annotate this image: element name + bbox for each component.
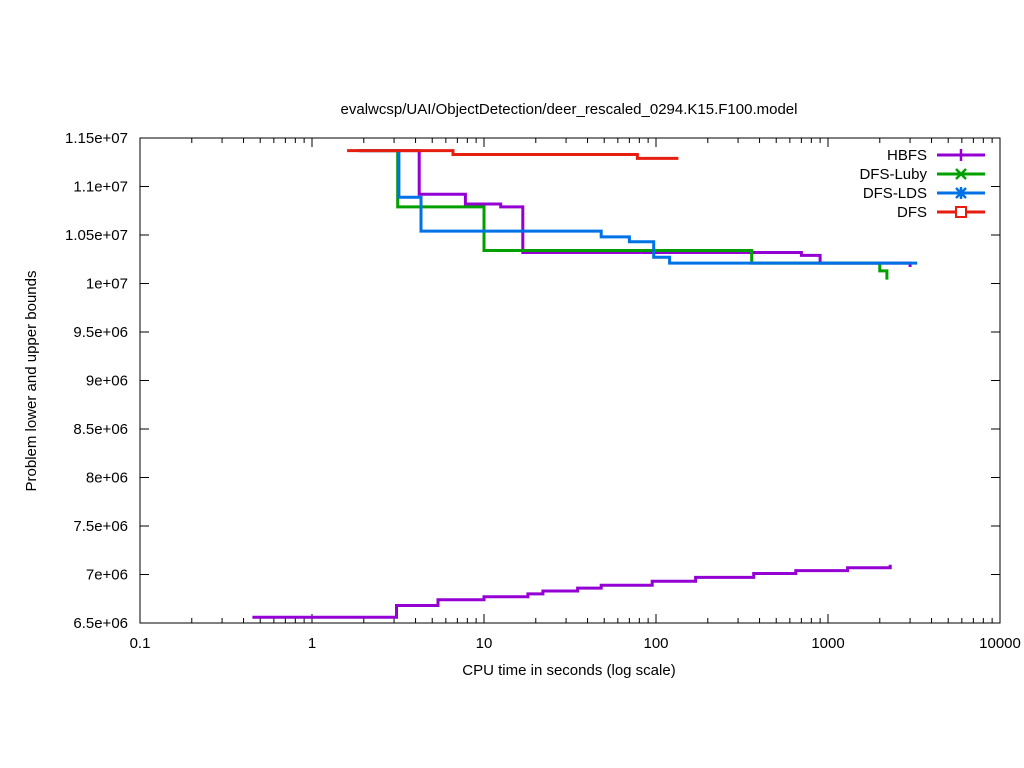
series-line: [347, 149, 679, 160]
y-tick-label: 1.05e+07: [65, 227, 128, 244]
legend-item: DFS-LDS: [863, 185, 985, 202]
series-hbfs: [252, 149, 912, 619]
chart-title: evalwcsp/UAI/ObjectDetection/deer_rescal…: [341, 101, 798, 118]
series-line: [359, 149, 918, 265]
y-tick-label: 9e+06: [86, 373, 128, 390]
x-tick-label: 10: [476, 635, 493, 652]
y-tick-label: 6.5e+06: [73, 615, 128, 632]
plot-border: [139, 137, 1001, 624]
y-axis: 6.5e+06 7e+06 7.5e+06 8e+06 8.5e+06 9e+06 9.5e…: [65, 130, 1000, 632]
y-tick-label: 8.5e+06: [73, 421, 128, 438]
series-dfs-luby: [359, 149, 889, 280]
series-line: [358, 149, 912, 267]
x-tick-label: 1000: [811, 635, 844, 652]
x-axis-title: CPU time in seconds (log scale): [462, 662, 675, 679]
series-layer: [252, 149, 918, 619]
legend: HBFS DFS-Luby DFS-LDS DFS: [859, 147, 985, 221]
series-dfs: [347, 149, 679, 160]
series-line: [252, 564, 892, 619]
square-marker-icon: [955, 206, 967, 218]
x-tick-label: 100: [643, 635, 668, 652]
y-tick-label: 1e+07: [86, 276, 128, 293]
legend-label: HBFS: [887, 147, 927, 164]
series-dfs-lds: [359, 149, 918, 265]
series-line: [359, 149, 889, 280]
legend-item: DFS-Luby: [859, 166, 985, 183]
plot-frame: [139, 137, 1001, 624]
y-tick-label: 9.5e+06: [73, 324, 128, 341]
x-axis: 0.1 1 10 100 1000 10000: [130, 138, 1021, 652]
x-tick-label: 10000: [979, 635, 1021, 652]
y-tick-label: 1.1e+07: [73, 179, 128, 196]
star-marker-icon: [955, 187, 967, 199]
legend-label: DFS-LDS: [863, 185, 927, 202]
legend-item: HBFS: [887, 147, 985, 164]
x-tick-label: 1: [308, 635, 316, 652]
x-marker-icon: [955, 168, 967, 180]
y-tick-label: 8e+06: [86, 470, 128, 487]
y-tick-label: 7.5e+06: [73, 518, 128, 535]
legend-item: DFS: [897, 204, 985, 221]
legend-label: DFS: [897, 204, 927, 221]
x-tick-label: 0.1: [130, 635, 151, 652]
y-tick-label: 1.15e+07: [65, 130, 128, 147]
legend-label: DFS-Luby: [859, 166, 927, 183]
y-tick-label: 7e+06: [86, 567, 128, 584]
y-axis-title: Problem lower and upper bounds: [23, 271, 40, 492]
